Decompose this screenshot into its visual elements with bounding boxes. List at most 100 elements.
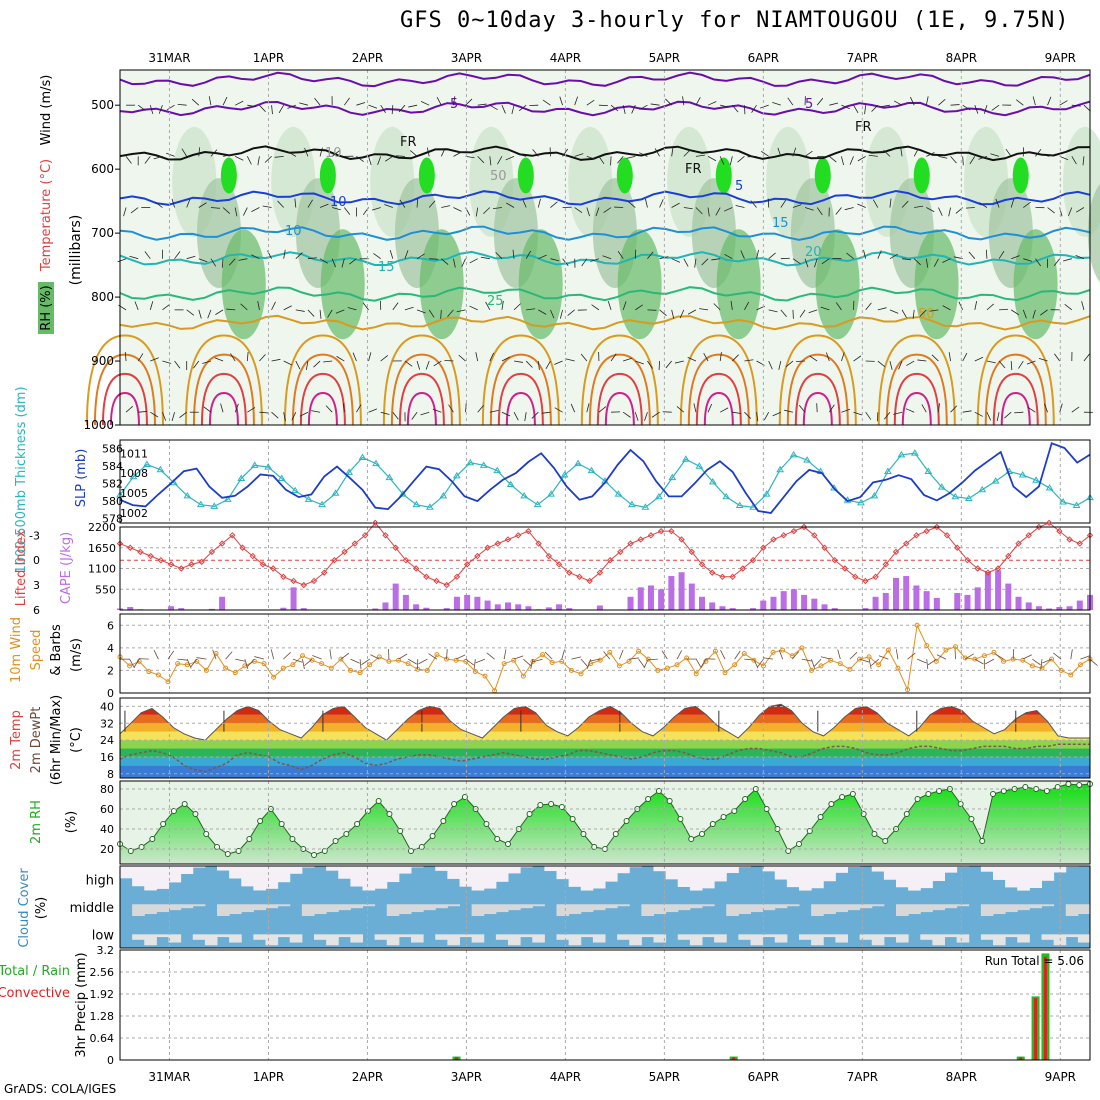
lifted-index-point bbox=[770, 536, 777, 543]
wind-barb-10m bbox=[994, 653, 1004, 660]
wind-barb bbox=[453, 207, 462, 212]
wind-barb bbox=[384, 204, 393, 208]
cloud-middle-cell bbox=[1077, 904, 1091, 915]
wind-barb bbox=[395, 155, 405, 157]
wind-barb bbox=[1082, 156, 1085, 166]
isotherm-near-surface bbox=[382, 334, 461, 426]
wind-barb bbox=[144, 251, 151, 259]
wind-barb bbox=[215, 309, 224, 315]
rh-point bbox=[871, 831, 878, 837]
cloud-middle-cell bbox=[253, 904, 266, 911]
wind-barb bbox=[234, 207, 238, 217]
wind-barb bbox=[448, 404, 454, 413]
wind-speed-point bbox=[155, 672, 161, 678]
rh-point bbox=[451, 801, 458, 807]
thickness-point bbox=[1045, 484, 1054, 491]
wind-barb bbox=[883, 411, 891, 420]
cloud-low-cell bbox=[629, 934, 642, 946]
rh-area bbox=[120, 784, 1090, 864]
wind-barb bbox=[913, 258, 921, 266]
cloud-low-cell bbox=[956, 934, 970, 943]
thickness-point bbox=[493, 466, 502, 474]
rh-point bbox=[181, 801, 188, 807]
temp-tick-label: 8 bbox=[107, 768, 114, 781]
cape-bar bbox=[423, 607, 430, 610]
wind-barb bbox=[240, 303, 248, 311]
wind-barb bbox=[719, 156, 725, 165]
wind-barb bbox=[644, 412, 648, 421]
wind-barb bbox=[1023, 258, 1033, 262]
cape-bar bbox=[995, 570, 1002, 610]
wind-barb bbox=[433, 360, 442, 367]
cloud-middle-cell bbox=[617, 904, 630, 907]
rh-point bbox=[289, 836, 296, 842]
wind-speed-point bbox=[760, 663, 766, 669]
precip-convective-bar bbox=[1043, 956, 1047, 1060]
contour-label: 20 bbox=[805, 245, 822, 260]
cape-bar bbox=[545, 607, 552, 610]
wind-barb bbox=[313, 360, 321, 368]
wind-barb bbox=[645, 198, 648, 208]
wind-barb bbox=[719, 352, 722, 362]
cloud-ylabel-a: Cloud Cover bbox=[17, 868, 32, 948]
wind-barb bbox=[1032, 96, 1036, 106]
cape-bar bbox=[974, 587, 981, 610]
wind-barb bbox=[458, 354, 466, 362]
wind-barb-10m bbox=[513, 655, 524, 660]
isotherm-line bbox=[119, 225, 1091, 241]
wind-barb bbox=[792, 258, 801, 265]
rh-point bbox=[742, 796, 749, 802]
rh-shading bbox=[418, 157, 435, 194]
wind-barb bbox=[792, 204, 802, 208]
cloud-low-cell bbox=[859, 934, 873, 940]
temp-band bbox=[120, 706, 1090, 715]
rh-point bbox=[569, 816, 576, 822]
x-tick-label-bottom: 1APR bbox=[253, 1070, 284, 1084]
isotherm-near-surface bbox=[406, 392, 437, 426]
cloud-high-cell bbox=[386, 866, 400, 883]
cloud-middle-cell bbox=[398, 904, 412, 915]
wind-barb bbox=[475, 207, 479, 217]
isotherm-near-surface bbox=[505, 392, 536, 426]
lifted-index-point bbox=[443, 581, 450, 589]
wind-barb-10m bbox=[530, 659, 534, 669]
wind-barb bbox=[631, 105, 636, 114]
cloud-middle-cell bbox=[350, 904, 363, 909]
wind-barb-10m bbox=[282, 652, 291, 660]
cloud-high-cell bbox=[762, 866, 776, 872]
wind-barb bbox=[307, 257, 317, 260]
wind-barb bbox=[768, 252, 776, 260]
wind-speed-point bbox=[626, 658, 632, 664]
wind-barb bbox=[545, 360, 551, 370]
wind-barb bbox=[586, 99, 595, 106]
cloud-low-cell bbox=[520, 934, 533, 938]
wind-barb bbox=[983, 105, 988, 114]
cloud-low-cell bbox=[132, 934, 145, 940]
thickness-point bbox=[183, 491, 192, 499]
cloud-low-cell bbox=[617, 934, 630, 940]
wind-barb bbox=[617, 156, 624, 164]
cape-bar bbox=[627, 596, 634, 610]
wind-barb bbox=[193, 360, 200, 369]
lifted-index-point bbox=[647, 532, 655, 539]
wind-barb bbox=[214, 357, 224, 362]
cloud-low-cell bbox=[217, 934, 230, 938]
wind-barb bbox=[477, 405, 484, 413]
thickness-point bbox=[857, 498, 865, 506]
wind-barb bbox=[826, 352, 830, 362]
cloud-high-cell bbox=[411, 866, 424, 868]
wind-barb-10m bbox=[523, 658, 532, 667]
x-tick-label-top: 3APR bbox=[451, 51, 482, 65]
wind-barb bbox=[626, 155, 636, 159]
cloud-middle-cell bbox=[774, 904, 788, 909]
cloud-middle-cell bbox=[556, 904, 570, 916]
wind-barb bbox=[744, 359, 754, 362]
rh-point bbox=[914, 796, 921, 802]
wind-barb bbox=[707, 156, 717, 162]
cloud-middle-cell bbox=[641, 904, 654, 916]
cloud-low-cell bbox=[435, 934, 448, 940]
wind-barb bbox=[380, 355, 389, 362]
wind-barb bbox=[910, 96, 915, 106]
rh-point bbox=[1022, 784, 1029, 790]
temp-band bbox=[120, 731, 1090, 741]
